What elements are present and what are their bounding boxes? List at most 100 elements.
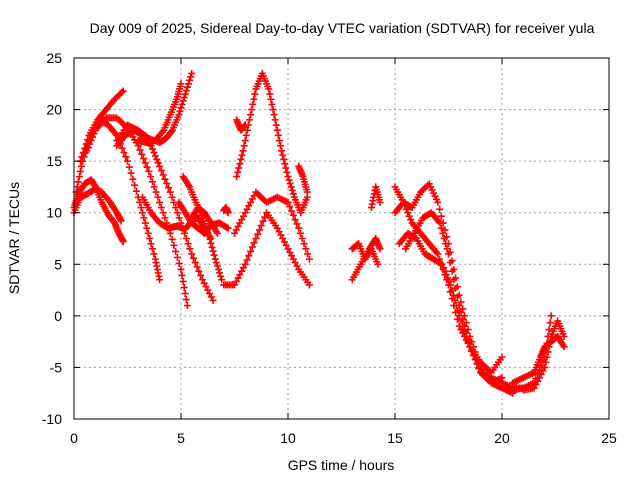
data-point	[177, 104, 185, 112]
data-point	[250, 95, 258, 103]
data-point	[167, 128, 175, 136]
data-point	[138, 209, 146, 217]
data-point	[176, 107, 184, 115]
y-tick-label: 25	[46, 50, 62, 66]
data-point	[247, 247, 255, 255]
data-point	[545, 343, 553, 351]
data-point	[177, 80, 185, 88]
data-point	[546, 338, 554, 346]
data-point	[90, 130, 98, 138]
data-point	[449, 291, 457, 299]
data-point	[213, 229, 221, 237]
data-point	[457, 308, 465, 316]
y-tick-label: 0	[54, 308, 62, 324]
data-point	[77, 162, 85, 170]
data-point	[195, 267, 203, 275]
data-point	[127, 169, 135, 177]
data-point	[273, 126, 281, 134]
series-arc-1	[70, 176, 127, 246]
data-point	[148, 178, 156, 186]
data-point	[216, 269, 224, 277]
series-arc-7	[113, 69, 196, 147]
data-point	[145, 167, 153, 175]
data-point	[464, 336, 472, 344]
data-point	[208, 243, 216, 251]
series-arc-11	[179, 173, 226, 284]
data-point	[541, 363, 549, 371]
data-point	[180, 283, 188, 291]
series-arc-21	[367, 183, 384, 212]
y-tick-label: 10	[46, 205, 62, 221]
data-point	[233, 173, 241, 181]
data-point	[147, 173, 155, 181]
data-point	[89, 133, 97, 141]
data-point	[251, 90, 259, 98]
data-point	[288, 186, 296, 194]
data-point	[281, 160, 289, 168]
data-point	[461, 322, 469, 330]
series-arc-4	[76, 87, 127, 165]
data-point	[193, 263, 201, 271]
data-point	[542, 358, 550, 366]
data-point	[182, 235, 190, 242]
data-point	[437, 224, 445, 232]
data-point	[207, 239, 215, 247]
data-point	[175, 214, 183, 222]
data-point	[154, 193, 162, 201]
data-point	[120, 149, 128, 157]
data-point	[261, 213, 269, 221]
data-point	[182, 296, 190, 304]
data-point	[212, 259, 220, 267]
data-point	[498, 353, 506, 361]
data-point	[286, 203, 294, 211]
data-point	[224, 209, 232, 217]
data-point	[237, 155, 245, 163]
data-point	[165, 184, 173, 192]
data-point	[404, 209, 412, 217]
data-point	[173, 253, 181, 261]
data-point	[147, 240, 155, 248]
data-point	[289, 190, 297, 198]
data-point	[179, 277, 187, 285]
data-point	[271, 116, 279, 124]
data-point	[124, 157, 131, 165]
data-point	[181, 290, 189, 298]
data-point	[223, 223, 231, 231]
series-arc-2	[70, 185, 125, 225]
data-point	[217, 272, 225, 280]
data-point	[547, 312, 555, 320]
data-point	[445, 250, 452, 258]
data-point	[374, 260, 382, 268]
x-tick-label: 20	[494, 430, 510, 446]
data-point	[439, 229, 447, 237]
data-point	[303, 188, 311, 196]
y-axis-title: SDTVAR / TECUs	[6, 182, 22, 294]
data-point	[87, 137, 95, 145]
data-point	[150, 183, 158, 191]
data-point	[241, 137, 249, 145]
data-point	[141, 219, 149, 227]
data-point	[269, 106, 277, 114]
data-point	[78, 153, 86, 161]
data-point	[447, 281, 455, 289]
data-point	[143, 224, 151, 232]
series-arc-18	[295, 162, 311, 196]
plot-frame	[73, 57, 610, 420]
data-point	[300, 240, 308, 248]
data-point	[267, 95, 275, 103]
data-point	[250, 239, 258, 247]
data-point	[291, 216, 299, 224]
data-point	[73, 183, 81, 191]
data-point	[434, 250, 442, 258]
data-point	[469, 351, 477, 359]
series-arc-13	[220, 204, 232, 217]
data-point	[206, 235, 214, 243]
data-point	[141, 159, 149, 167]
data-point	[136, 146, 144, 154]
data-point	[186, 76, 194, 84]
data-point	[173, 209, 181, 217]
data-point	[448, 286, 456, 294]
series-arc-28	[519, 317, 568, 394]
data-point	[187, 73, 195, 81]
